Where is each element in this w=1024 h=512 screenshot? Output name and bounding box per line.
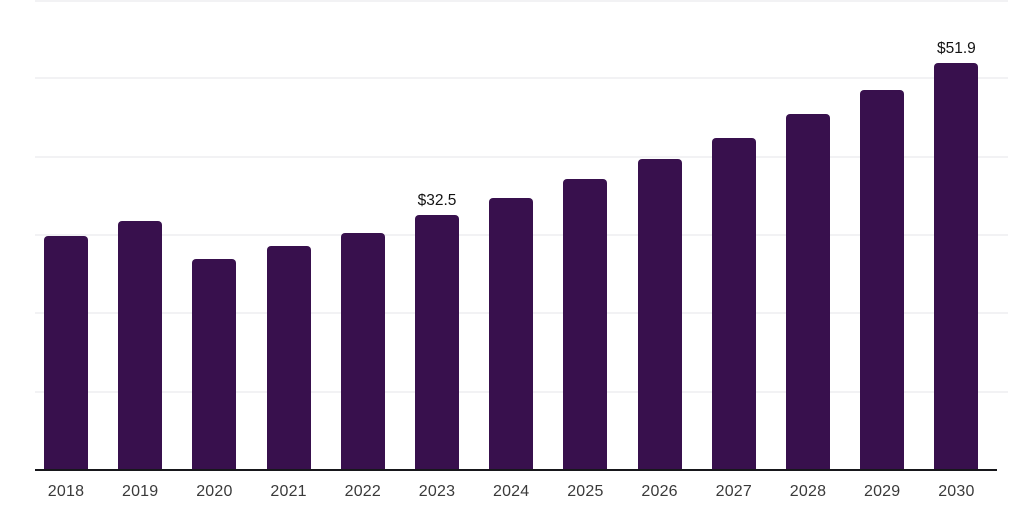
- bar-2029: [860, 90, 905, 470]
- x-tick-label-2023: 2023: [418, 483, 456, 500]
- x-tick-label-2028: 2028: [789, 483, 827, 500]
- x-tick-label-2018: 2018: [47, 483, 85, 500]
- bar-2026: [637, 159, 682, 470]
- x-tick-label-2027: 2027: [715, 483, 752, 500]
- x-tick-label-2025: 2025: [567, 483, 604, 500]
- bar-2027: [711, 137, 756, 470]
- bar-2030: [934, 63, 979, 470]
- x-tick-label-2022: 2022: [344, 483, 381, 500]
- bar-2023: [415, 215, 459, 470]
- bar-2021: [266, 245, 311, 470]
- x-tick-label-2026: 2026: [641, 483, 678, 500]
- x-tick-label-2020: 2020: [196, 483, 233, 500]
- gridline-y-60: [35, 0, 1008, 2]
- bar-2020: [192, 258, 237, 470]
- plot-area: 2018 2019 2020 2021 2022 2023 2024 2025 2026 2027…: [35, 0, 1008, 512]
- bar-2025: [563, 179, 608, 470]
- value-label-2030: $51.9: [936, 40, 976, 58]
- x-tick-label-2021: 2021: [270, 483, 307, 500]
- x-tick-label-2024: 2024: [492, 483, 530, 500]
- value-label-2023: $32.5: [417, 192, 457, 210]
- bar-2028: [786, 114, 830, 470]
- bar-2019: [118, 220, 163, 470]
- bar-2018: [44, 235, 88, 470]
- x-tick-label-2019: 2019: [121, 483, 159, 500]
- gridline-y-40: [35, 155, 1008, 158]
- x-tick-label-2029: 2029: [863, 483, 901, 500]
- x-axis-line: [35, 469, 997, 471]
- bar-2024: [489, 198, 534, 470]
- gridline-y-50: [35, 77, 1008, 80]
- bar-2022: [340, 233, 385, 470]
- x-tick-label-2030: 2030: [938, 483, 975, 500]
